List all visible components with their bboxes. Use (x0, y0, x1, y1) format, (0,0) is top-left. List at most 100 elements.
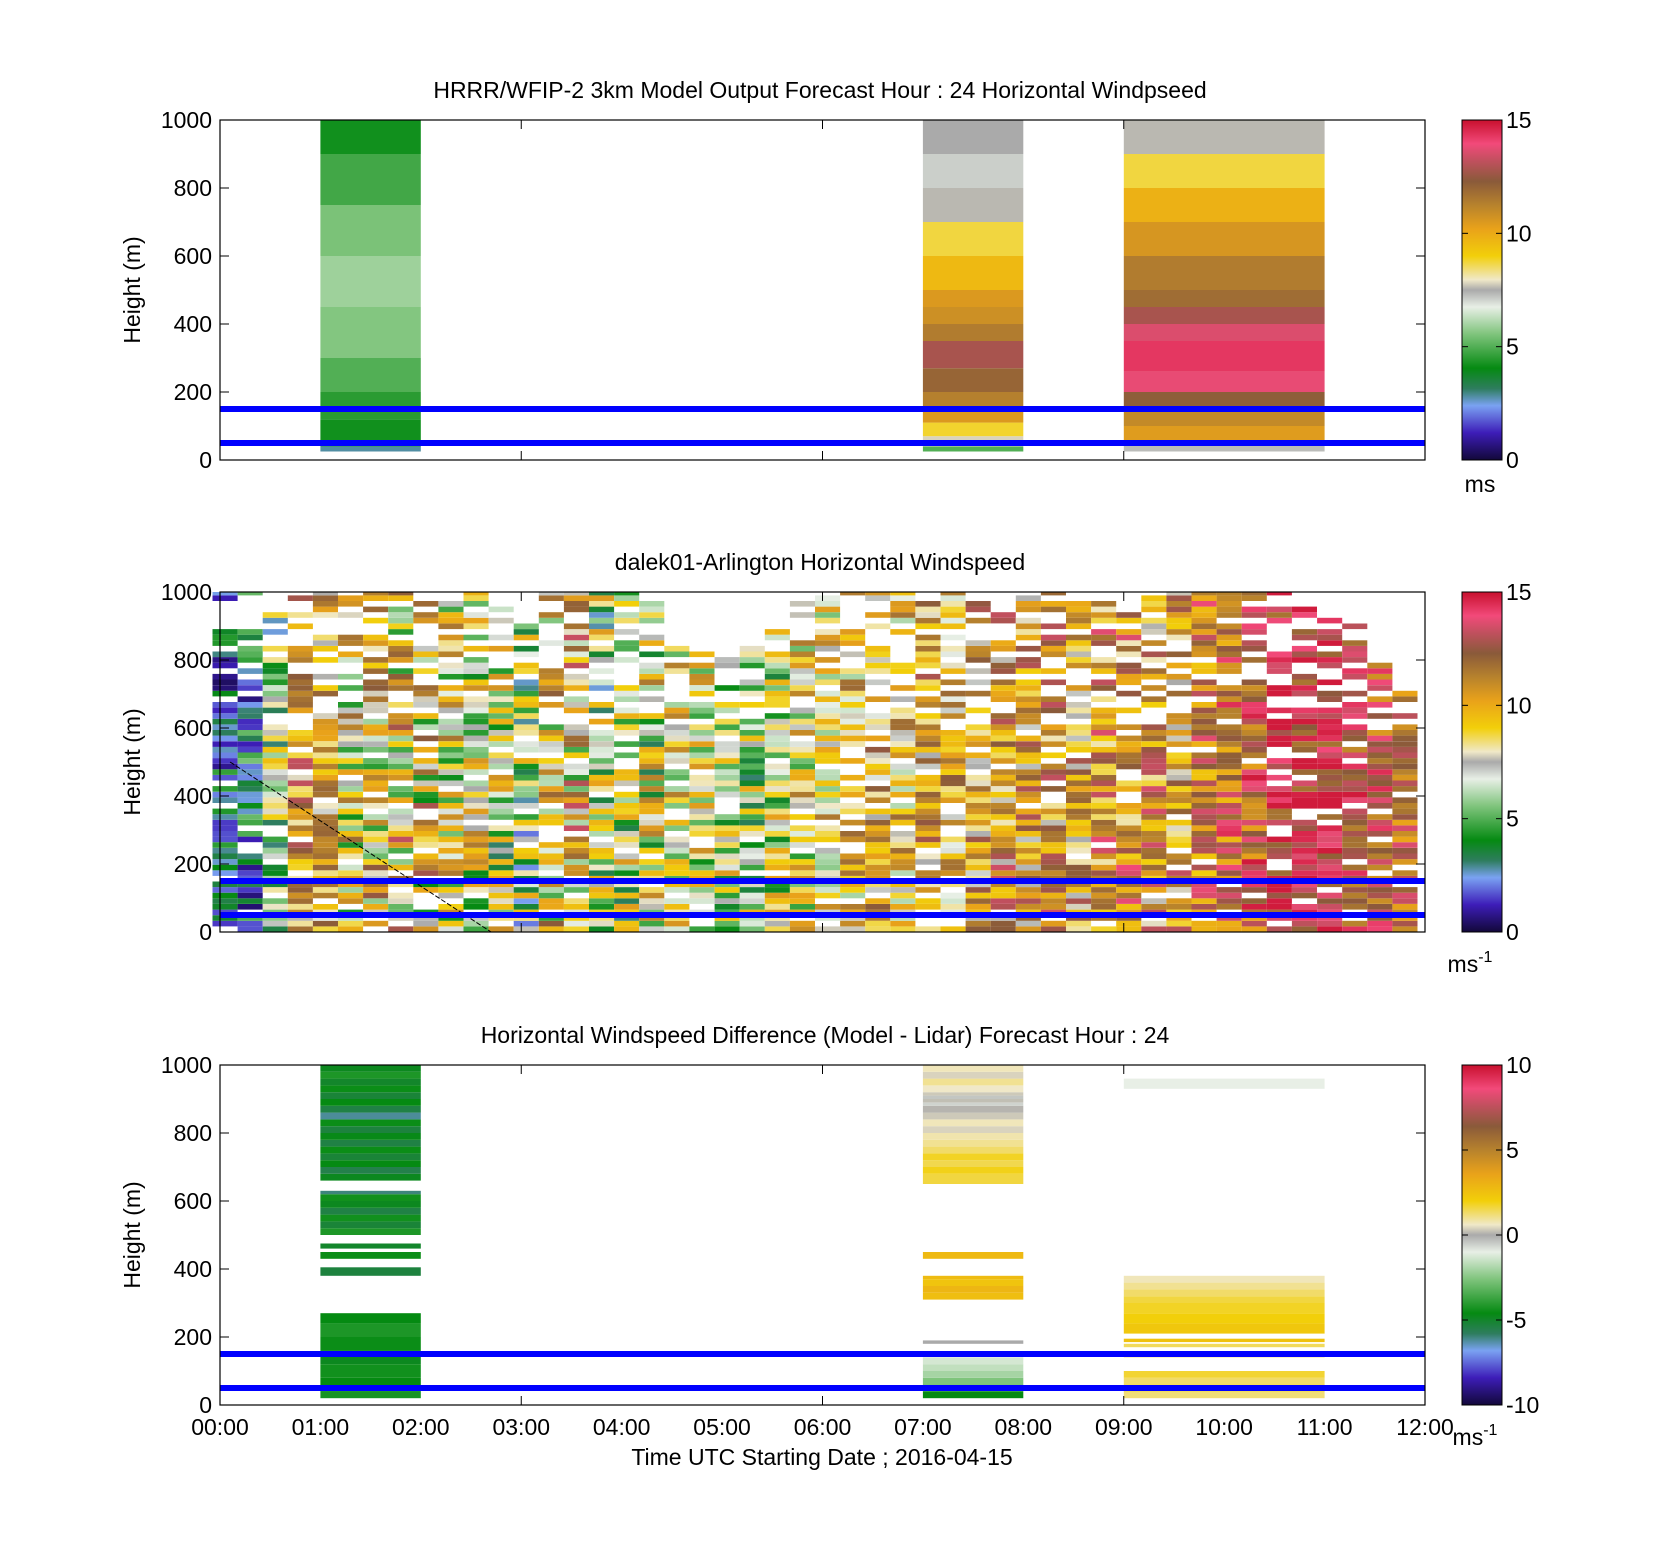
y-tick-label: 1000 (161, 1052, 212, 1078)
heatmap-cell-c0-b18 (320, 1167, 421, 1174)
lidar-cell (363, 707, 389, 714)
lidar-cell (890, 774, 916, 781)
lidar-cell (262, 702, 288, 708)
lidar-cell (1392, 741, 1418, 747)
lidar-cell (1191, 786, 1217, 792)
heatmap-cell-c1-b11 (922, 222, 1024, 256)
lidar-cell (438, 870, 464, 876)
lidar-cell (789, 814, 815, 820)
lidar-cell (689, 673, 715, 680)
lidar-cell (1116, 786, 1142, 792)
lidar-cell (1066, 763, 1092, 770)
lidar-cell (714, 758, 740, 764)
lidar-cell (1367, 713, 1393, 719)
lidar-cell (965, 814, 991, 820)
lidar-cell (363, 662, 389, 669)
heatmap-cell-c1-b9 (922, 1286, 1024, 1293)
lidar-cell (815, 797, 841, 803)
lidar-cell (965, 887, 991, 893)
lidar-cell (1141, 887, 1167, 893)
lidar-cell (413, 713, 439, 719)
lidar-cell (915, 645, 941, 652)
lidar-cell (438, 780, 464, 787)
lidar-cell (1241, 657, 1267, 663)
lidar-cell (1166, 887, 1192, 893)
lidar-cell (1141, 797, 1167, 803)
lidar-cell (563, 724, 589, 730)
lidar-cell (287, 786, 313, 792)
lidar-cell (915, 634, 941, 641)
lidar-cell (764, 786, 790, 792)
lidar-cell (513, 629, 539, 635)
lidar-cell (212, 662, 238, 669)
lidar-cell (1317, 786, 1343, 792)
panel-3-colorbar-scale (1461, 1064, 1503, 1406)
lidar-cell (212, 640, 238, 646)
lidar-cell (1091, 769, 1117, 775)
lidar-cell (1342, 825, 1368, 831)
lidar-cell (664, 904, 690, 910)
lidar-cell (1392, 690, 1418, 697)
lidar-cell (513, 831, 539, 837)
lidar-cell (463, 617, 489, 624)
lidar-cell (815, 774, 841, 781)
lidar-cell (563, 746, 589, 753)
lidar-cell (262, 842, 288, 848)
lidar-cell (1191, 892, 1217, 899)
lidar-cell (1040, 831, 1066, 837)
lidar-cell (312, 881, 338, 888)
lidar-cell (1191, 606, 1217, 613)
lidar-cell (1191, 668, 1217, 674)
lidar-cell (714, 769, 740, 775)
lidar-cell (1241, 629, 1267, 635)
lidar-cell (739, 679, 765, 686)
lidar-cell (840, 713, 866, 719)
lidar-cell (1116, 612, 1142, 618)
lidar-cell (1040, 601, 1066, 607)
lidar-cell (815, 859, 841, 865)
lidar-cell (513, 702, 539, 708)
lidar-cell (1166, 808, 1192, 815)
panel-2-colorbar-unit: ms-1 (1448, 949, 1493, 977)
lidar-cell (940, 696, 966, 702)
lidar-cell (438, 634, 464, 641)
lidar-cell (1191, 612, 1217, 618)
lidar-cell (1166, 595, 1192, 601)
lidar-cell (990, 758, 1016, 764)
lidar-cell (589, 657, 615, 663)
lidar-cell (463, 859, 489, 865)
lidar-cell (614, 887, 640, 893)
lidar-cell (1342, 746, 1368, 753)
lidar-cell (689, 702, 715, 708)
lidar-cell (965, 735, 991, 742)
lidar-cell (890, 926, 916, 932)
lidar-cell (1266, 774, 1292, 781)
lidar-cell (764, 825, 790, 831)
lidar-cell (815, 724, 841, 730)
lidar-cell (689, 774, 715, 781)
x-tick-label: 01:00 (292, 1414, 350, 1440)
x-tick-label: 04:00 (593, 1414, 651, 1440)
lidar-cell (1367, 679, 1393, 686)
lidar-cell (388, 673, 414, 680)
lidar-cell (664, 864, 690, 871)
lidar-cell (563, 657, 589, 663)
lidar-cell (1266, 786, 1292, 792)
lidar-cell (237, 920, 263, 927)
lidar-cell (940, 606, 966, 613)
heatmap-cell-c0-b15 (320, 1194, 421, 1201)
lidar-cell (1367, 926, 1393, 932)
lidar-cell (1367, 662, 1393, 669)
lidar-cell (438, 752, 464, 759)
lidar-cell (538, 864, 564, 871)
lidar-cell (312, 657, 338, 663)
lidar-cell (840, 881, 866, 888)
lidar-cell (1116, 741, 1142, 747)
lidar-cell (1166, 842, 1192, 848)
lidar-cell (1317, 724, 1343, 730)
lidar-cell (513, 859, 539, 865)
lidar-cell (1342, 881, 1368, 888)
lidar-cell (363, 645, 389, 652)
lidar-cell (915, 763, 941, 770)
